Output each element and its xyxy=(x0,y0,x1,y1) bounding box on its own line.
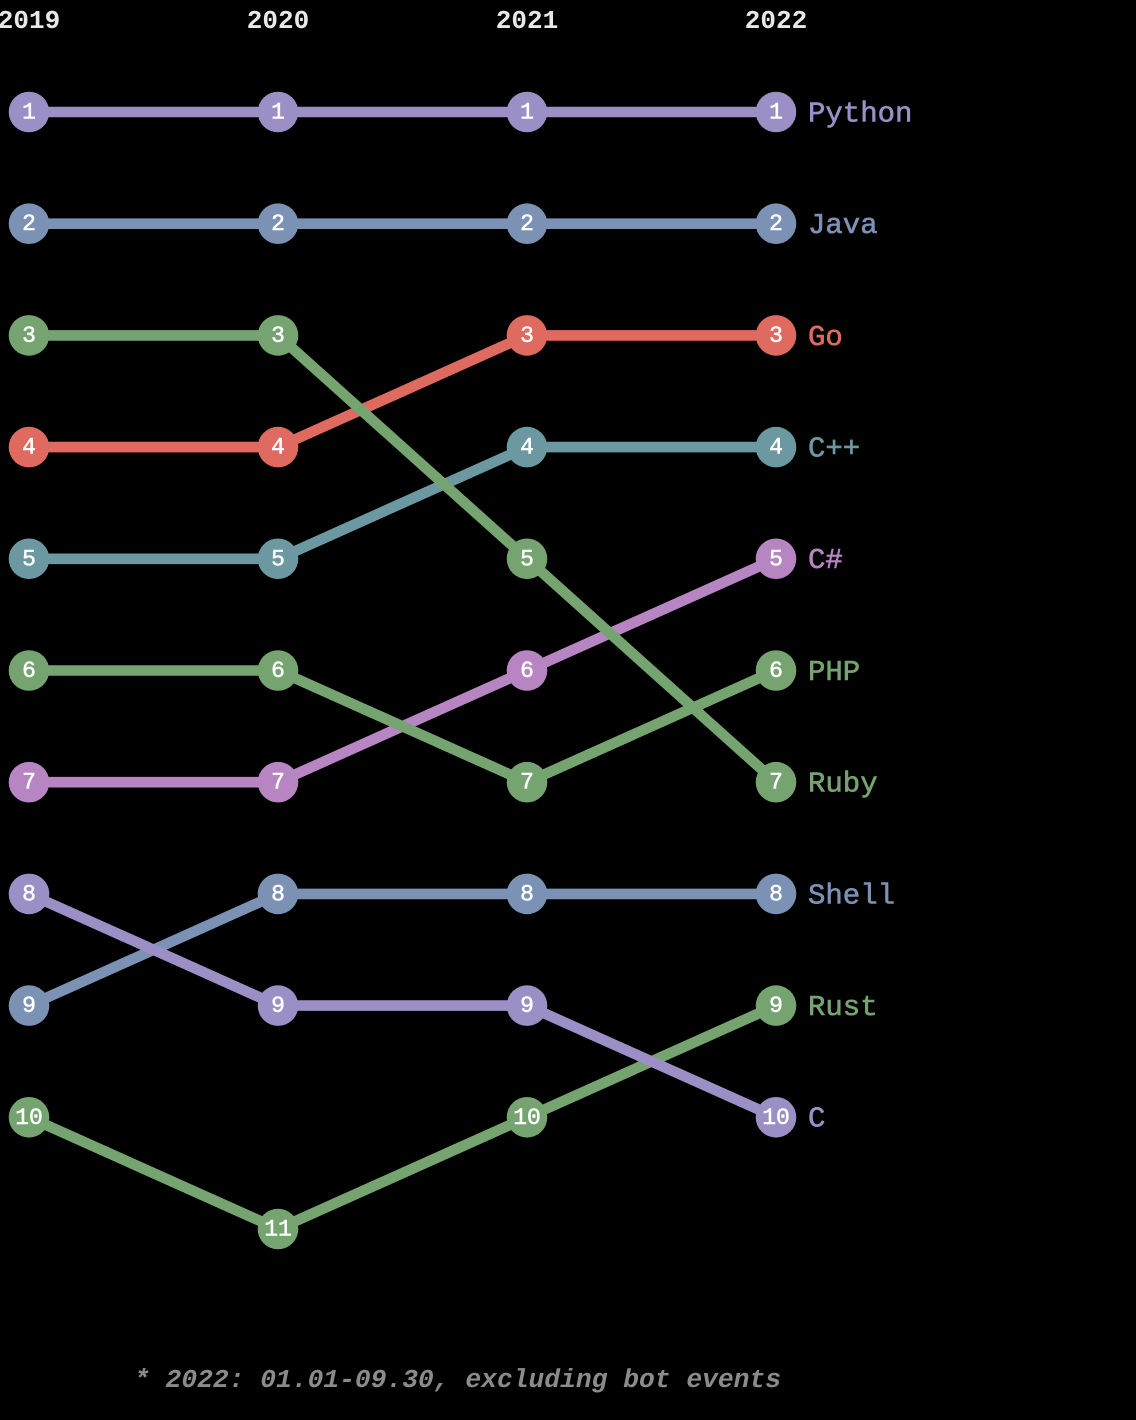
svg-text:6: 6 xyxy=(22,658,36,684)
svg-text:2: 2 xyxy=(271,211,285,237)
svg-text:1: 1 xyxy=(520,100,534,126)
svg-text:10: 10 xyxy=(15,1105,43,1131)
svg-text:5: 5 xyxy=(271,546,285,572)
svg-text:6: 6 xyxy=(271,658,285,684)
svg-text:3: 3 xyxy=(520,323,534,349)
svg-text:Shell: Shell xyxy=(808,879,895,912)
svg-text:1: 1 xyxy=(769,100,783,126)
svg-text:8: 8 xyxy=(769,881,783,907)
svg-text:9: 9 xyxy=(22,993,36,1019)
svg-text:6: 6 xyxy=(769,658,783,684)
svg-text:Python: Python xyxy=(808,97,912,130)
svg-text:4: 4 xyxy=(22,435,36,461)
svg-text:8: 8 xyxy=(22,881,36,907)
svg-text:2022: 2022 xyxy=(745,6,807,36)
svg-text:8: 8 xyxy=(520,881,534,907)
svg-text:4: 4 xyxy=(271,435,285,461)
svg-text:* 2022: 01.01-09.30, excluding: * 2022: 01.01-09.30, excluding bot event… xyxy=(134,1365,781,1395)
svg-text:9: 9 xyxy=(769,993,783,1019)
svg-text:2: 2 xyxy=(22,211,36,237)
svg-text:10: 10 xyxy=(762,1105,790,1131)
svg-text:2021: 2021 xyxy=(496,6,558,36)
svg-text:Rust: Rust xyxy=(808,991,878,1024)
svg-text:4: 4 xyxy=(769,435,783,461)
svg-text:5: 5 xyxy=(520,546,534,572)
svg-text:9: 9 xyxy=(520,993,534,1019)
svg-text:7: 7 xyxy=(271,770,285,796)
svg-text:7: 7 xyxy=(520,770,534,796)
svg-text:C++: C++ xyxy=(808,433,860,466)
svg-text:7: 7 xyxy=(769,770,783,796)
svg-text:PHP: PHP xyxy=(808,656,860,689)
svg-text:Ruby: Ruby xyxy=(808,768,878,801)
svg-text:2020: 2020 xyxy=(247,6,309,36)
svg-text:Go: Go xyxy=(808,321,843,354)
svg-text:3: 3 xyxy=(271,323,285,349)
svg-text:C: C xyxy=(808,1103,825,1136)
svg-text:6: 6 xyxy=(520,658,534,684)
svg-text:10: 10 xyxy=(513,1105,541,1131)
svg-text:2: 2 xyxy=(769,211,783,237)
svg-text:8: 8 xyxy=(271,881,285,907)
svg-text:7: 7 xyxy=(22,770,36,796)
svg-text:9: 9 xyxy=(271,993,285,1019)
svg-text:C#: C# xyxy=(808,544,843,577)
svg-text:Java: Java xyxy=(808,209,878,242)
svg-text:3: 3 xyxy=(22,323,36,349)
svg-text:1: 1 xyxy=(22,100,36,126)
svg-text:11: 11 xyxy=(264,1217,292,1243)
svg-text:5: 5 xyxy=(22,546,36,572)
svg-text:5: 5 xyxy=(769,546,783,572)
svg-text:2019: 2019 xyxy=(0,6,60,36)
svg-text:1: 1 xyxy=(271,100,285,126)
svg-text:4: 4 xyxy=(520,435,534,461)
svg-text:2: 2 xyxy=(520,211,534,237)
svg-text:3: 3 xyxy=(769,323,783,349)
